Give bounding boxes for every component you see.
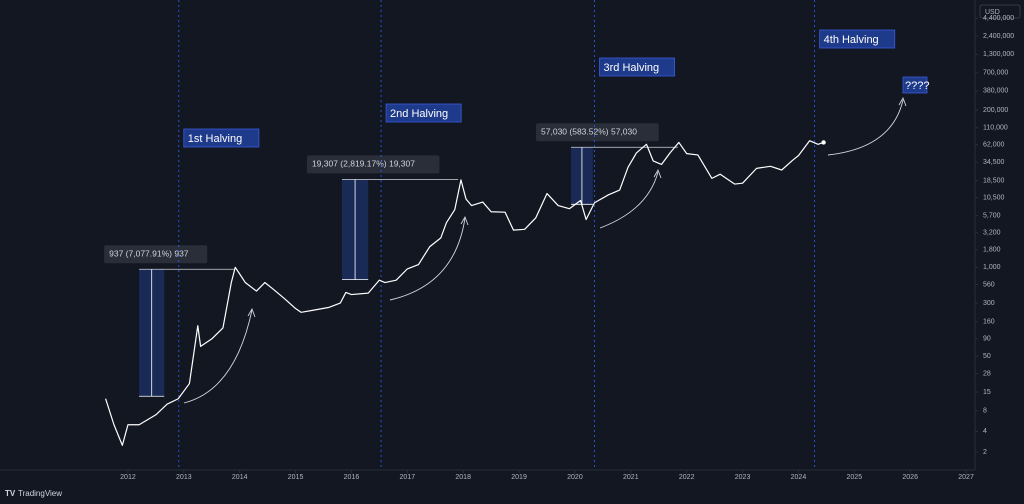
y-tick-label: 34,500 [983,159,1005,166]
y-tick-label: 110,000 [983,125,1008,132]
projection-label: ???? [905,80,929,92]
last-point [821,140,826,145]
x-tick-label: 2012 [120,474,136,481]
arrow-head [247,307,256,318]
x-tick-label: 2019 [511,474,527,481]
y-tick-label: 700,000 [983,70,1008,77]
x-tick-label: 2014 [232,474,248,481]
y-tick-label: 1,000 [983,264,1001,271]
y-tick-label: 2,400,000 [983,33,1014,40]
arrow [827,99,904,156]
x-tick-label: 2025 [847,474,863,481]
measure-label-box [536,123,659,142]
x-tick-label: 2018 [455,474,471,481]
measure-label: 19,307 (2,819.17%) 19,307 [312,159,415,169]
currency: USD [985,9,1000,16]
halving-label: 4th Halving [824,34,879,46]
x-tick-label: 2015 [288,474,304,481]
y-tick-label: 2 [983,449,987,456]
y-tick-label: 200,000 [983,107,1008,114]
arrow-head [898,96,907,107]
y-tick-label: 1,800 [983,247,1001,254]
x-tick-label: 2017 [400,474,416,481]
x-tick-label: 2021 [623,474,639,481]
logo: TV [5,489,16,498]
x-tick-label: 2013 [176,474,192,481]
measure-label: 937 (7,077.91%) 937 [109,249,189,259]
halving-label: 1st Halving [188,133,242,145]
projection-box [902,76,928,94]
measure-label-box [306,155,440,174]
measure-label: 57,030 (583.52%) 57,030 [541,126,637,136]
y-tick-label: 8 [983,408,987,415]
x-tick-label: 2020 [567,474,583,481]
measure-label-box [104,245,208,264]
y-tick-label: 15 [983,389,991,396]
x-tick-label: 2024 [791,474,807,481]
x-tick-label: 2022 [679,474,695,481]
y-tick-label: 18,500 [983,178,1005,185]
currency-box[interactable] [979,4,1021,19]
x-tick-label: 2027 [958,474,974,481]
watermark: TradingView [18,489,62,498]
y-tick-label: 90 [983,336,991,343]
y-tick-label: 28 [983,370,991,377]
y-tick-label: 4,400,000 [983,15,1014,22]
x-tick-label: 2026 [902,474,918,481]
y-tick-label: 560 [983,281,995,288]
halving-label: 2nd Halving [390,108,448,120]
arrow [599,171,659,229]
halving-label-box [819,29,896,49]
y-tick-label: 3,200 [983,230,1001,237]
arrow-head [653,168,662,179]
price-line [105,140,824,446]
y-tick-label: 380,000 [983,88,1008,95]
y-tick-label: 5,700 [983,212,1001,219]
arrows [183,96,907,404]
halving-label-box [183,128,260,148]
y-tick-label: 160 [983,319,995,326]
halving-label: 3rd Halving [603,62,659,74]
y-tick-label: 50 [983,353,991,360]
arrow [389,217,466,301]
arrow-head [460,215,469,226]
halving-label-box [385,103,462,123]
y-tick-label: 300 [983,300,995,307]
x-tick-label: 2023 [735,474,751,481]
y-tick-label: 1,300,000 [983,51,1014,58]
halving-label-box [599,57,675,77]
arrow [183,309,253,404]
y-tick-label: 4 [983,428,987,435]
x-tick-label: 2016 [344,474,360,481]
y-tick-label: 10,500 [983,194,1005,201]
y-tick-label: 62,000 [983,142,1005,149]
